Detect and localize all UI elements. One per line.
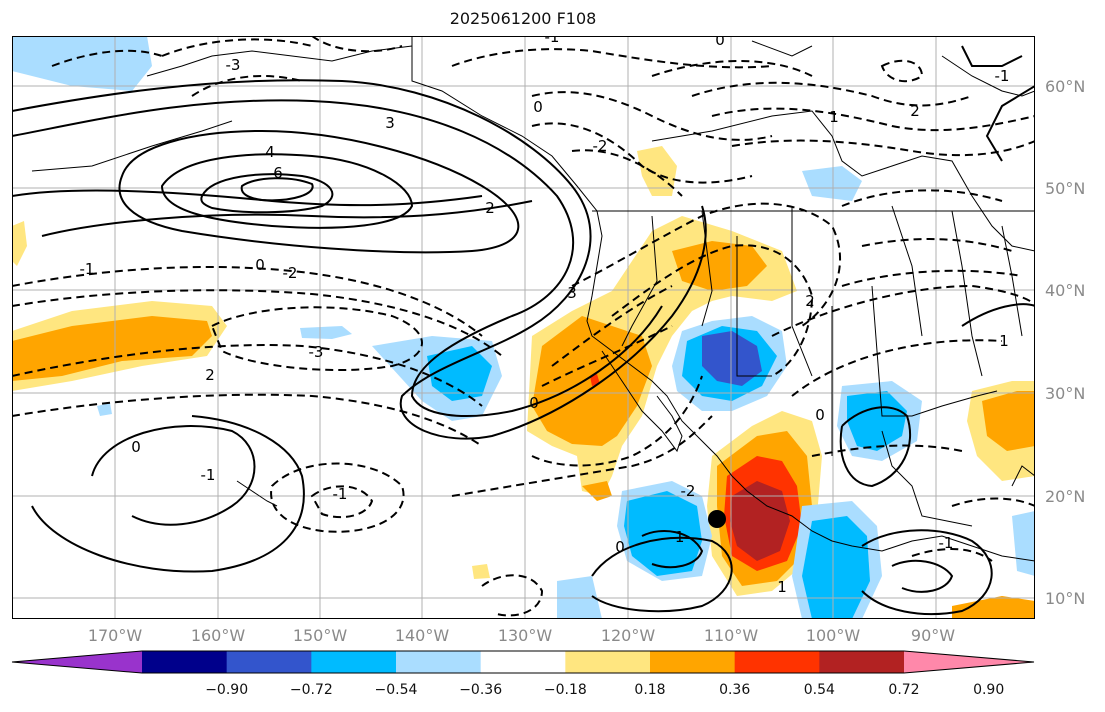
lon-label-120w: 120°W — [600, 626, 656, 645]
coastlines — [31, 36, 1035, 562]
colorbar-segment — [650, 651, 736, 673]
contour-label: 0 — [533, 98, 543, 116]
colorbar-extend-high — [904, 651, 1034, 673]
contour-label: -2 — [283, 264, 298, 282]
colorbar-tick-label: 0.54 — [803, 682, 835, 698]
colorbar-segment — [819, 651, 905, 673]
colorbar-segments — [11, 650, 1035, 674]
colorbar-tick-label: 0.18 — [634, 682, 666, 698]
shade-blue-ep — [624, 491, 702, 576]
colorbar-segment — [734, 651, 820, 673]
colorbar-segment — [565, 651, 651, 673]
lat-label-40n: 40°N — [1045, 281, 1086, 300]
contour-label: -1 — [545, 36, 560, 46]
shade-blue-mid — [427, 346, 492, 401]
contour-label: 0 — [815, 406, 825, 424]
contour-label: -1 — [80, 260, 95, 278]
shade-yellow-north — [637, 146, 677, 196]
colorbar-tick-label: 0.36 — [719, 682, 751, 698]
shade-darkred-mexico — [730, 481, 790, 561]
contour-labels: 3 4 6 2 0 -1 -2 -3 3 0 -1 2 -3 -2 0 1 -1… — [80, 36, 1010, 596]
colorbar-tick-label: −0.36 — [459, 682, 503, 698]
colorbar-segment — [396, 651, 482, 673]
colorbar-segment — [226, 651, 312, 673]
contour-label: -3 — [226, 56, 241, 74]
contour-label: 1 — [777, 578, 787, 596]
lat-label-10n: 10°N — [1045, 589, 1086, 608]
shade-orange-se — [952, 596, 1035, 619]
contour-label: 2 — [205, 366, 215, 384]
contour-label: 1 — [829, 108, 839, 126]
shade-orange-florida — [982, 391, 1035, 451]
storm-center-marker — [708, 510, 726, 528]
map-panel: 3 4 6 2 0 -1 -2 -3 3 0 -1 2 -3 -2 0 1 -1… — [12, 36, 1035, 619]
contour-label: -1 — [333, 485, 348, 503]
colorbar-tick-label: −0.18 — [543, 682, 587, 698]
lon-label-160w: 160°W — [190, 626, 246, 645]
colorbar-segment — [142, 651, 228, 673]
colorbar-tick-label: 0.90 — [973, 682, 1005, 698]
lon-label-150w: 150°W — [292, 626, 348, 645]
lon-label-170w: 170°W — [87, 626, 143, 645]
shade-yellow-leftedge — [12, 221, 27, 266]
shade-orange-west — [12, 316, 212, 381]
contour-label: 2 — [910, 102, 920, 120]
shade-yellow-s — [472, 564, 490, 579]
contour-label: 3 — [385, 114, 395, 132]
contour-label: 0 — [529, 394, 539, 412]
solid-contours — [12, 45, 1035, 616]
shade-light-blue-small — [300, 326, 352, 339]
lon-label-100w: 100°W — [805, 626, 861, 645]
shade-blue-gulf — [847, 391, 907, 451]
shade-light-blue-plains — [802, 166, 862, 201]
lat-label-50n: 50°N — [1045, 179, 1086, 198]
contour-label: -2 — [593, 137, 608, 155]
shade-red-dot — [590, 374, 600, 386]
lat-label-20n: 20°N — [1045, 487, 1086, 506]
shade-light-blue-tiny — [97, 403, 112, 416]
lon-label-110w: 110°W — [703, 626, 759, 645]
colorbar — [11, 650, 1035, 674]
colorbar-segment — [480, 651, 566, 673]
contour-label: 0 — [255, 256, 265, 274]
contour-label: -2 — [681, 482, 696, 500]
shade-blue-carib — [802, 516, 870, 619]
shade-orange-north — [672, 241, 767, 291]
shaded-field — [12, 36, 1035, 619]
lat-label-30n: 30°N — [1045, 384, 1086, 403]
contour-label: 2 — [805, 292, 815, 310]
colorbar-tick-label: −0.72 — [289, 682, 333, 698]
colorbar-segment — [311, 651, 397, 673]
contour-label: 0 — [131, 438, 141, 456]
lon-label-130w: 130°W — [497, 626, 553, 645]
contour-label: 4 — [265, 143, 275, 161]
contour-label: 1 — [999, 332, 1009, 350]
lat-label-60n: 60°N — [1045, 77, 1086, 96]
shade-dark-blue-sw — [702, 331, 762, 386]
dashed-contours — [12, 36, 1035, 617]
colorbar-tick-label: −0.90 — [205, 682, 249, 698]
contour-label: 6 — [273, 164, 283, 182]
colorbar-tick-label: 0.72 — [888, 682, 920, 698]
map-frame — [12, 36, 1035, 619]
contour-label: -1 — [670, 528, 685, 546]
contour-label: 2 — [485, 199, 495, 217]
contour-label: -1 — [201, 466, 216, 484]
contour-label: 3 — [567, 284, 577, 302]
lon-label-90w: 90°W — [910, 626, 956, 645]
lon-label-140w: 140°W — [394, 626, 450, 645]
contour-label: -1 — [939, 534, 954, 552]
contour-label: -3 — [309, 343, 324, 361]
plot-title: 2025061200 F108 — [449, 9, 597, 28]
colorbar-extend-low — [12, 651, 142, 673]
contour-label: 0 — [715, 36, 725, 49]
colorbar-outline — [11, 650, 1035, 674]
contour-label: -1 — [995, 67, 1010, 85]
contour-label: 0 — [615, 538, 625, 556]
shade-light-blue-nw — [12, 36, 152, 91]
colorbar-tick-label: −0.54 — [374, 682, 418, 698]
